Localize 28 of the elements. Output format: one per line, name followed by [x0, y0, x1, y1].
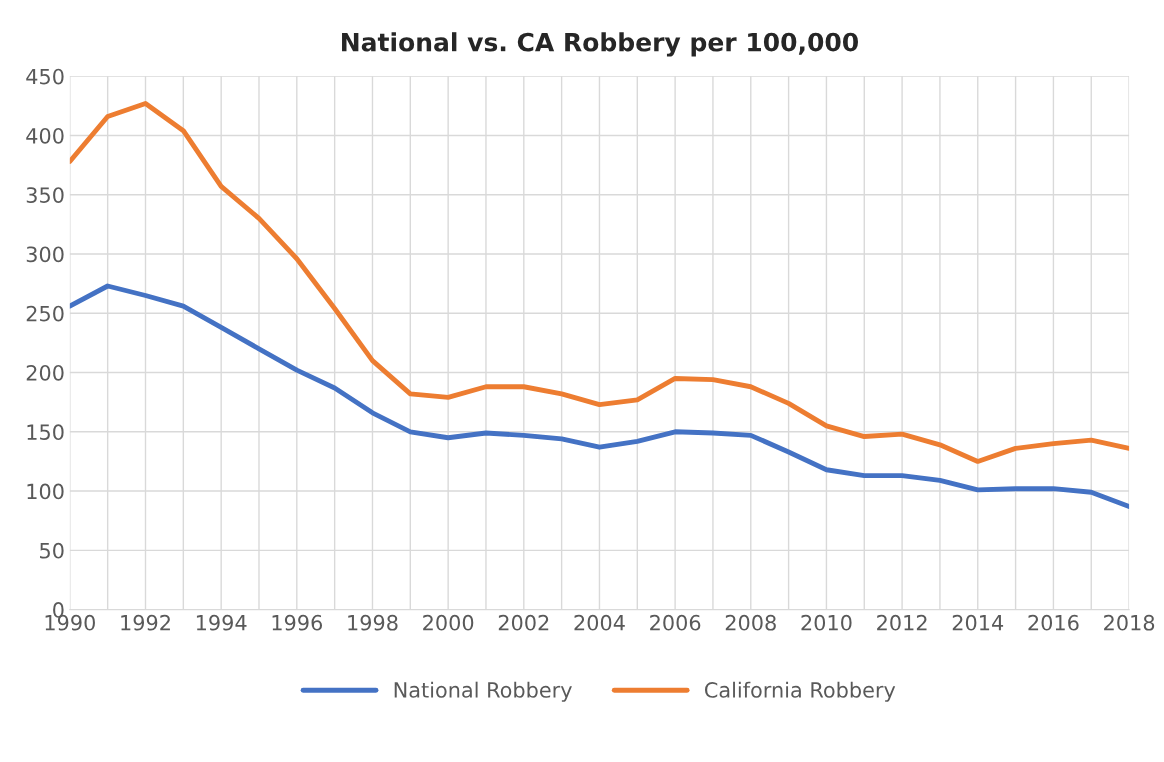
- x-tick-label: 2000: [423, 614, 474, 631]
- line-series: [69, 283, 1130, 509]
- x-tick-label: 2016: [1028, 614, 1079, 631]
- y-tick-label: 450: [26, 68, 64, 85]
- x-tick-label: 1998: [348, 614, 398, 631]
- y-tick-label: 350: [26, 187, 64, 203]
- y-tick-label: 300: [26, 246, 64, 263]
- x-tick-label: 2008: [725, 614, 776, 631]
- legend-label: National Robbery: [394, 681, 572, 702]
- x-tick-label: 1996: [272, 614, 323, 631]
- y-tick-label: 150: [27, 424, 64, 441]
- legend-label: California Robbery: [704, 681, 896, 702]
- x-tick-label: 2002: [498, 614, 549, 631]
- line-series: [69, 101, 1130, 464]
- x-tick-label: 2018: [1104, 614, 1155, 631]
- x-tick-label: 1992: [121, 614, 170, 631]
- x-tick-label: 2010: [801, 614, 852, 631]
- y-tick-label: 250: [26, 305, 64, 322]
- y-tick-label: 200: [26, 364, 64, 381]
- x-tick-label: 2012: [877, 614, 927, 631]
- chart-title: National vs. CA Robbery per 100,000: [342, 32, 858, 57]
- x-tick-label: 2004: [574, 614, 625, 631]
- y-tick-label: 100: [27, 483, 64, 500]
- x-tick-label: 1994: [196, 614, 247, 631]
- x-tick-label: 2006: [650, 614, 701, 631]
- x-tick-label: 2014: [952, 614, 1004, 631]
- y-tick-label: 50: [40, 542, 64, 559]
- y-tick-label: 400: [26, 127, 64, 144]
